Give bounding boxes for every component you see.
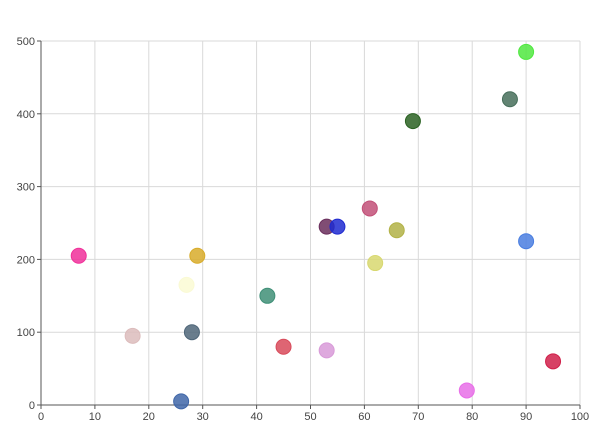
data-point[interactable] xyxy=(518,43,535,60)
data-point[interactable] xyxy=(501,91,518,108)
x-tick-label: 50 xyxy=(304,411,316,423)
x-tick-label: 20 xyxy=(143,411,155,423)
data-point[interactable] xyxy=(458,382,475,399)
data-point[interactable] xyxy=(70,247,87,264)
x-tick-label: 90 xyxy=(520,411,532,423)
x-tick-label: 100 xyxy=(571,411,589,423)
data-point[interactable] xyxy=(178,276,195,293)
axes: 0 10 20 30 40 50 60 70 80 90 100 0 100 200 300 400 500 xyxy=(17,36,590,423)
x-tick-label: 70 xyxy=(412,411,424,423)
grid xyxy=(41,40,581,405)
data-point[interactable] xyxy=(189,247,206,264)
data-point[interactable] xyxy=(259,287,276,304)
x-tick-label: 0 xyxy=(38,411,44,423)
y-tick-label: 300 xyxy=(17,182,35,194)
x-tick-label: 10 xyxy=(89,411,101,423)
y-tick-label: 200 xyxy=(17,254,35,266)
data-point[interactable] xyxy=(318,342,335,359)
x-tick-label: 60 xyxy=(358,411,370,423)
data-point[interactable] xyxy=(329,218,346,235)
data-point[interactable] xyxy=(275,338,292,355)
data-point[interactable] xyxy=(367,255,384,272)
y-tick-label: 400 xyxy=(17,109,35,121)
data-point[interactable] xyxy=(388,222,405,239)
data-point[interactable] xyxy=(404,113,421,130)
y-tick-label: 100 xyxy=(17,327,35,339)
y-tick-label: 0 xyxy=(29,400,35,412)
x-tick-label: 40 xyxy=(250,411,262,423)
y-tick-label: 500 xyxy=(17,36,35,48)
data-point[interactable] xyxy=(518,233,535,250)
x-tick-label: 30 xyxy=(197,411,209,423)
data-point[interactable] xyxy=(173,393,190,410)
data-points xyxy=(70,43,562,410)
x-tick-label: 80 xyxy=(466,411,478,423)
data-point[interactable] xyxy=(545,353,562,370)
data-point[interactable] xyxy=(361,200,378,217)
data-point[interactable] xyxy=(124,327,141,344)
data-point[interactable] xyxy=(183,324,200,341)
